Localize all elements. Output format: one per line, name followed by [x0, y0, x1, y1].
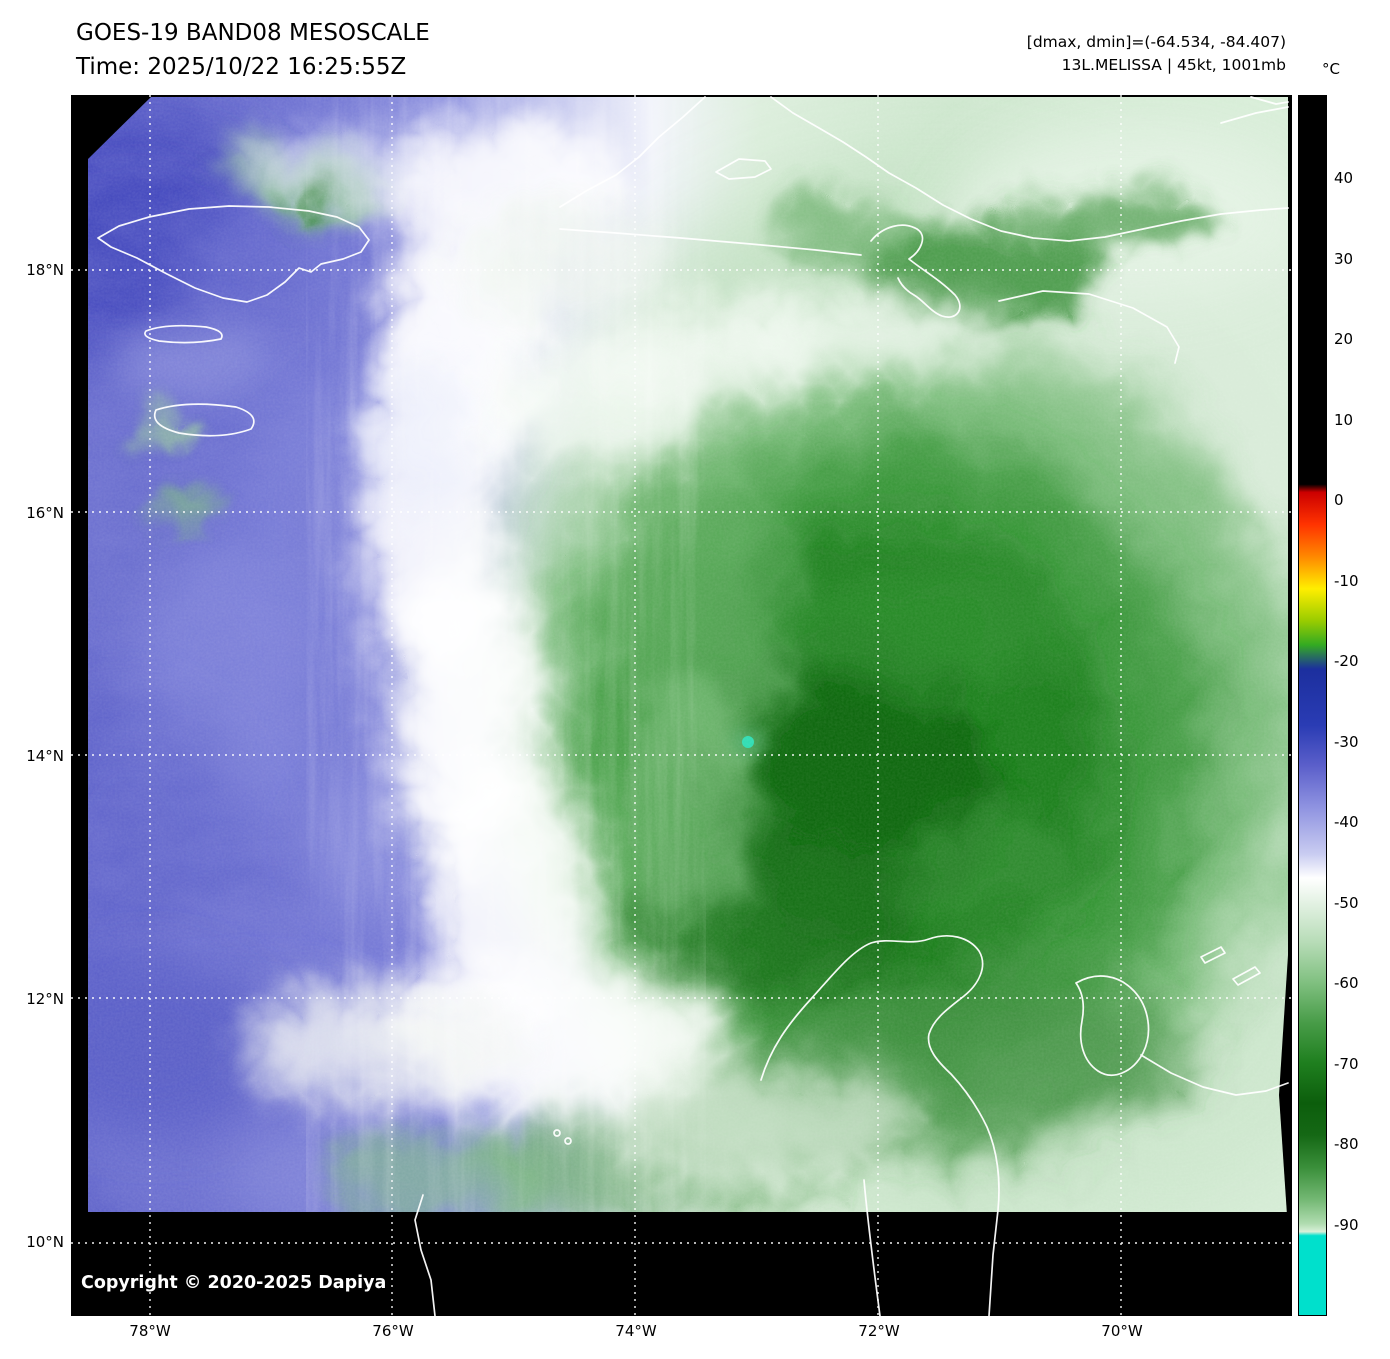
colorbar-tick-label: 40 — [1334, 169, 1354, 187]
range-info: [dmax, dmin]=(-64.534, -84.407) — [1026, 33, 1286, 51]
colorbar-tick-label: 10 — [1334, 410, 1354, 429]
coast-dr-south — [998, 290, 1180, 364]
colorbar-tick-label: -50 — [1334, 893, 1359, 912]
coast-jamaica — [97, 205, 370, 303]
coast-bank-1 — [144, 324, 223, 344]
coast-venezuela — [1140, 1054, 1289, 1096]
coast-port-au-prince-bay — [870, 224, 961, 318]
island-aruba — [1200, 946, 1226, 964]
figure-title: GOES-19 BAND08 MESOSCALE — [76, 20, 430, 46]
colorbar-tick-label: -70 — [1334, 1054, 1359, 1073]
colorbar — [1298, 95, 1327, 1316]
lon-tick-label: 70°W — [1101, 1322, 1143, 1340]
colorbar-tick-label: 0 — [1334, 491, 1344, 509]
lon-tick-label: 76°W — [372, 1322, 414, 1340]
sector-edge-top-left — [88, 97, 151, 159]
colorbar-tick-label: 30 — [1334, 249, 1354, 268]
coast-gulf-of-venezuela — [1075, 975, 1150, 1076]
coast-ne-2 — [1250, 96, 1289, 105]
small-island-2 — [564, 1137, 572, 1145]
copyright-text: Copyright © 2020-2025 Dapiya — [81, 1273, 387, 1293]
storm-info: 13L.MELISSA | 45kt, 1001mb — [1061, 56, 1286, 74]
graticule — [71, 95, 1292, 1316]
figure-header-left: GOES-19 BAND08 MESOSCALE Time: 2025/10/2… — [76, 16, 430, 84]
island-curacao — [1232, 966, 1261, 986]
colorbar-tick-label: -10 — [1334, 571, 1359, 590]
lat-tick-label: 14°N — [26, 747, 64, 765]
figure-header-right: [dmax, dmin]=(-64.534, -84.407) 13L.MELI… — [1027, 31, 1286, 77]
lon-tick-label: 72°W — [858, 1322, 900, 1340]
satellite-map — [71, 95, 1292, 1316]
coast-gonave-island — [715, 158, 772, 180]
satellite-scene — [88, 97, 1288, 1212]
figure-time: Time: 2025/10/22 16:25:55Z — [76, 54, 407, 80]
lat-tick-label: 10°N — [26, 1233, 64, 1251]
colorbar-tick-label: -80 — [1334, 1135, 1359, 1153]
colorbar-tick-label: -40 — [1334, 813, 1359, 831]
colorbar-gradient — [1299, 96, 1326, 1315]
latitude-gridlines — [71, 269, 1292, 1244]
colorbar-tick-label: 20 — [1334, 330, 1354, 348]
coast-ne-1 — [1220, 106, 1289, 124]
coast-haiti-south — [559, 228, 862, 256]
colorbar-unit-label: °C — [1322, 60, 1340, 78]
colorbar-tick-label: -20 — [1334, 652, 1359, 670]
lat-tick-label: 16°N — [26, 504, 64, 522]
coast-hispaniola-nw — [559, 96, 706, 208]
lat-tick-label: 18°N — [26, 261, 64, 279]
coastlines — [97, 96, 1289, 1316]
small-island-1 — [553, 1129, 561, 1137]
map-plot: Copyright © 2020-2025 Dapiya — [71, 95, 1292, 1316]
lat-tick-label: 12°N — [26, 990, 64, 1008]
colorbar-tick-label: -30 — [1334, 732, 1359, 751]
coast-bank-2 — [153, 403, 255, 437]
colorbar-tick-label: -60 — [1334, 974, 1359, 992]
colorbar-tick-label: -90 — [1334, 1215, 1359, 1234]
coast-guajira-peninsula — [760, 935, 1000, 1316]
lon-tick-label: 74°W — [615, 1322, 657, 1340]
lon-tick-label: 78°W — [129, 1322, 171, 1340]
coast-colombia-2 — [414, 1194, 436, 1316]
longitude-gridlines — [149, 95, 1122, 1316]
coast-hispaniola-main — [770, 96, 1289, 242]
sector-edge-right — [1279, 955, 1288, 1230]
